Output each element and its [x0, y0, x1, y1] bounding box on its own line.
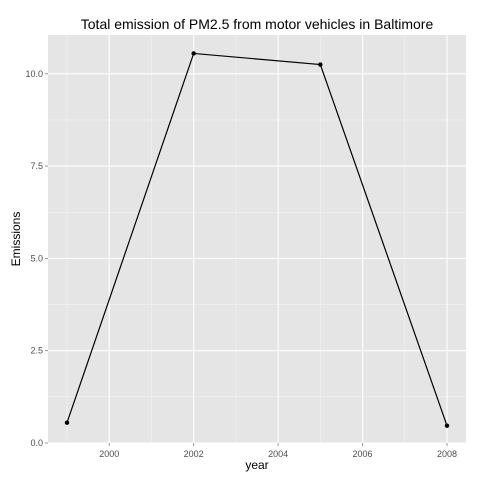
data-point: [318, 62, 322, 66]
x-tick-label: 2008: [437, 449, 457, 459]
data-point: [65, 420, 69, 424]
y-tick-label: 0.0: [30, 438, 43, 448]
x-tick-label: 2002: [184, 449, 204, 459]
y-axis-title: Emissions: [9, 212, 23, 267]
chart-title: Total emission of PM2.5 from motor vehic…: [81, 16, 434, 32]
plot-panel: [48, 35, 466, 443]
x-tick-label: 2000: [99, 449, 119, 459]
y-tick-label: 2.5: [30, 346, 43, 356]
y-tick-label: 5.0: [30, 253, 43, 263]
x-axis-title: year: [245, 458, 268, 472]
data-point: [445, 423, 449, 427]
y-tick-label: 10.0: [25, 69, 43, 79]
y-tick-label: 7.5: [30, 161, 43, 171]
x-tick-label: 2004: [268, 449, 288, 459]
x-tick-label: 2006: [353, 449, 373, 459]
data-point: [191, 51, 195, 55]
